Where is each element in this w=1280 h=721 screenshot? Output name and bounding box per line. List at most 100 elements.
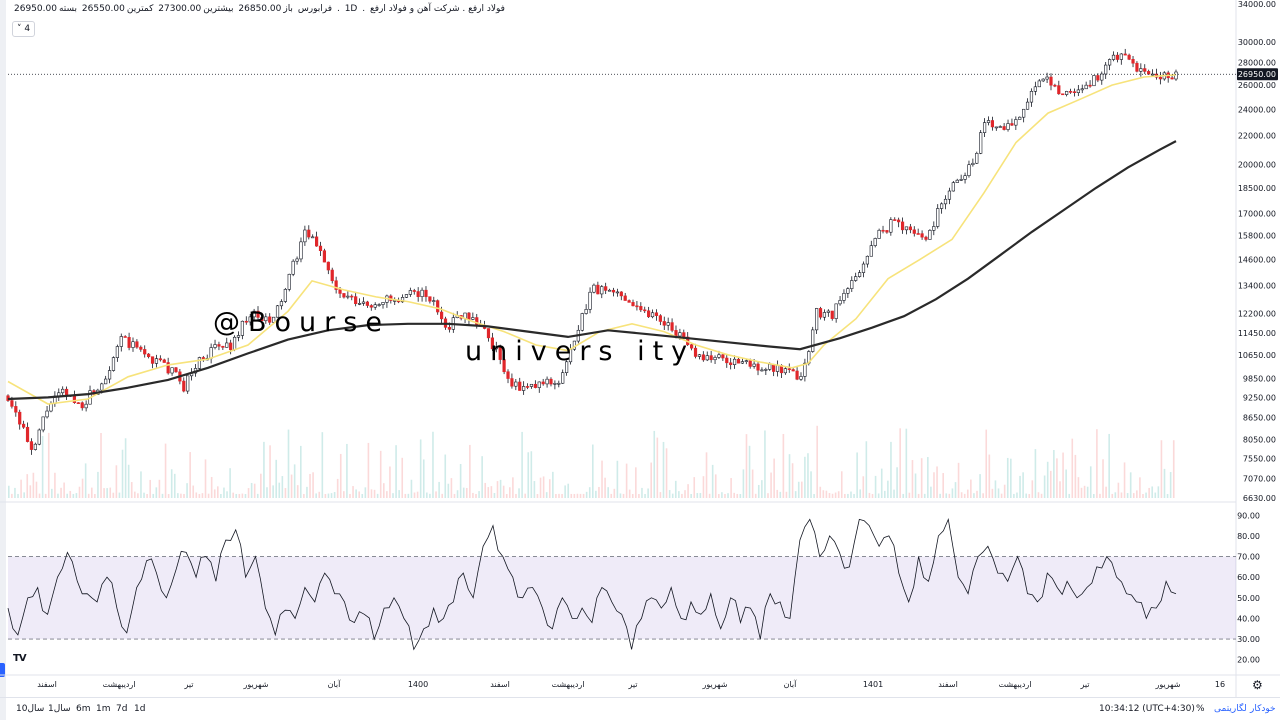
volume-bar [23,492,25,498]
time-axis-label: اردیبهشت [552,680,585,689]
candle [150,356,155,364]
volume-bar [346,443,348,498]
volume-bar [189,452,191,498]
volume-bar [435,491,437,498]
auto-scale-toggle[interactable]: خودکار [1250,704,1276,714]
volume-bar [570,493,573,498]
volume-bar [164,443,167,498]
volume-bar [871,493,874,498]
volume-bar [748,445,751,498]
volume-bar [422,459,425,498]
percent-toggle[interactable]: % [1196,704,1205,714]
volume-bar [1148,487,1150,498]
time-axis-label: آبان [328,679,342,689]
open-label: باز [283,4,293,14]
candle [518,381,522,391]
volume-bar [1043,475,1046,498]
volume-bar [475,493,477,498]
price-chart[interactable]: 34000.00 30000.00 28000.00 26000.00 24000.00… [0,0,1280,697]
volume-bar [355,489,357,498]
price-tick-label: 20000.00 [1238,160,1276,169]
log-scale-toggle[interactable]: لگاریتمی [1214,704,1247,714]
volume-bar [782,433,785,498]
volume-bar [1003,484,1006,498]
candle [1084,84,1088,90]
candle [1022,108,1026,118]
volume-bar [911,460,914,498]
range-button-7d[interactable]: 7d [116,704,128,714]
range-button-1m[interactable]: 1m [96,704,111,714]
volume-bar [1089,466,1092,498]
range-button-1d[interactable]: 1d [134,704,146,714]
candle [80,402,84,409]
volume-bar [490,486,493,498]
candle [318,245,323,252]
volume-bar [948,493,951,498]
candle [748,360,752,367]
candle [244,320,248,323]
candle [221,345,225,348]
volume-bar [438,481,440,498]
clock-timezone[interactable]: 10:34:12 (UTC+4:30) [1099,704,1195,714]
volume-bar [988,454,991,498]
range-button-6m[interactable]: 6m [76,704,91,714]
candle [1135,62,1139,72]
volume-bar [309,473,311,498]
volume-bar [705,452,708,498]
volume-bar [121,449,124,498]
candle [729,362,733,365]
volume-bar [330,493,333,498]
candle [928,230,932,240]
candle [693,347,698,357]
tradingview-logo-icon[interactable]: TV [13,653,27,664]
candle [467,312,471,320]
volume-bar [1111,493,1114,498]
high-value: 27300.00 [158,4,202,14]
candle [955,179,959,183]
left-marker [0,663,5,677]
candle [104,378,108,385]
candle [549,378,553,385]
candle [604,286,608,291]
candle [268,316,272,323]
candle [869,245,873,257]
volume-bar [804,456,806,498]
volume-bar [598,486,600,498]
volume-bar [1028,493,1031,498]
candle [658,315,662,322]
symbol-title: فولاد ارفع . شرکت آهن و فولاد ارفع [369,4,505,14]
candle [139,346,143,350]
time-axis-label: اردیبهشت [103,680,136,689]
volume-bar [17,493,19,498]
price-tick-label: 17000.00 [1238,209,1276,218]
volume-bar [293,464,296,498]
time-axis-label: شهریور [701,680,727,689]
volume-bar [1022,472,1024,498]
candle [557,382,561,385]
indicator-collapse-button[interactable]: ˅ 4 [12,21,36,37]
candle [123,336,127,338]
range-button-10y[interactable]: 10سال [16,704,45,714]
range-button-1y[interactable]: 1سال [48,704,71,714]
rsi-tick-label: 20.00 [1237,656,1260,665]
candle [322,250,327,263]
candle [408,290,412,295]
volume-bar [745,434,748,498]
short-moving-average-line [7,74,1177,405]
price-tick-label: 6630.00 [1243,494,1276,503]
candle [897,219,901,223]
volume-bar [450,478,453,498]
volume-bar [721,492,723,498]
time-axis-label: اسفند [938,680,958,689]
gear-icon[interactable]: ⚙ [1252,678,1263,692]
candle [553,383,557,385]
candle [951,182,955,192]
volume-bar [213,489,216,498]
candle [971,162,975,166]
candle [283,289,287,302]
candle [307,229,311,238]
volume-bar [140,471,142,498]
volume-bar [813,493,815,498]
candle [486,328,491,339]
volume-bar [75,493,78,498]
